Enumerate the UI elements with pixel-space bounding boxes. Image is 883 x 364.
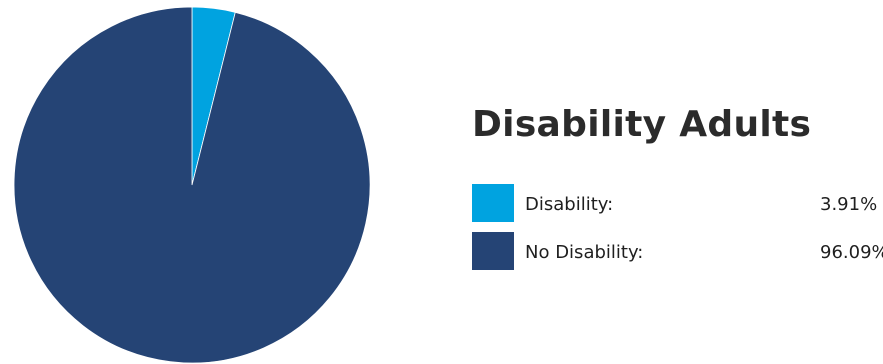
legend-label-disability: Disability: xyxy=(525,194,614,215)
pie-chart-svg xyxy=(13,6,371,364)
legend: Disability: 3.91% No Disability: 96.09% xyxy=(472,184,883,276)
legend-item-disability: Disability: 3.91% xyxy=(472,184,883,222)
legend-item-no-disability: No Disability: 96.09% xyxy=(472,232,883,270)
legend-swatch-no-disability xyxy=(472,232,514,270)
legend-value-disability: 3.91% xyxy=(820,194,878,215)
pie-slice-no-disability xyxy=(13,6,371,364)
chart-title: Disability Adults xyxy=(472,104,812,145)
legend-label-no-disability: No Disability: xyxy=(525,242,644,263)
legend-value-no-disability: 96.09% xyxy=(820,242,883,263)
legend-swatch-disability xyxy=(472,184,514,222)
